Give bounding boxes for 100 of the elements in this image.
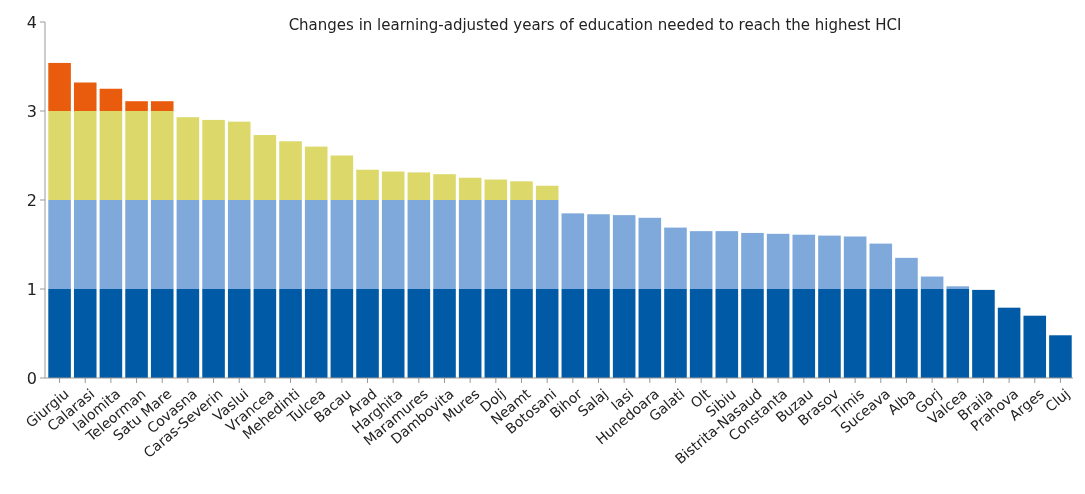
bar — [766, 289, 790, 378]
bar — [664, 289, 687, 378]
bar — [1049, 335, 1072, 378]
bar — [715, 231, 739, 289]
bar — [279, 141, 302, 200]
bar — [48, 62, 71, 111]
bar — [510, 181, 533, 200]
bar — [561, 289, 585, 378]
bar — [535, 185, 559, 200]
bar — [458, 200, 482, 289]
bar — [843, 236, 867, 289]
bar — [99, 111, 123, 200]
bar — [535, 200, 559, 289]
y-tick-label: 0 — [26, 368, 37, 388]
bar — [895, 289, 918, 378]
bar — [356, 289, 379, 378]
bar — [150, 200, 174, 289]
bar — [99, 88, 123, 111]
bar — [587, 214, 610, 289]
bar — [741, 289, 764, 378]
bar — [150, 111, 174, 200]
bar — [407, 289, 431, 378]
bar — [689, 289, 713, 378]
bar — [920, 276, 944, 289]
bar — [433, 174, 456, 200]
bar — [73, 289, 97, 378]
bar — [304, 200, 328, 289]
y-tick-label: 1 — [26, 279, 37, 299]
bar — [433, 200, 456, 289]
bar — [99, 200, 123, 289]
bar — [150, 101, 174, 111]
bar — [176, 289, 200, 378]
bar — [484, 200, 508, 289]
bar — [227, 121, 251, 200]
bar — [330, 289, 354, 378]
bar — [125, 289, 148, 378]
bar — [843, 289, 867, 378]
bar — [330, 155, 354, 200]
bar — [253, 135, 277, 200]
bar — [638, 217, 662, 289]
bar — [612, 215, 636, 289]
bar — [664, 227, 687, 289]
bar — [458, 289, 482, 378]
bar — [125, 200, 148, 289]
bar — [997, 307, 1021, 378]
bar — [48, 200, 71, 289]
bar — [972, 289, 995, 378]
bar — [381, 289, 405, 378]
bar — [818, 235, 841, 289]
bar — [304, 289, 328, 378]
y-tick-label: 2 — [26, 190, 37, 210]
bar — [946, 289, 970, 378]
bar — [253, 289, 277, 378]
bar — [715, 289, 739, 378]
bar — [48, 111, 71, 200]
bar — [587, 289, 610, 378]
bar — [125, 111, 148, 200]
bar — [638, 289, 662, 378]
bar — [869, 243, 893, 289]
bar — [510, 289, 533, 378]
bar — [818, 289, 841, 378]
bar — [48, 289, 71, 378]
y-tick-label: 4 — [26, 12, 37, 32]
bar — [869, 289, 893, 378]
bar — [792, 234, 816, 289]
bar — [202, 200, 225, 289]
bar — [1023, 315, 1047, 378]
bar — [176, 117, 200, 200]
bar — [741, 232, 764, 289]
y-tick-label: 3 — [26, 101, 37, 121]
bar — [484, 289, 508, 378]
bar — [920, 289, 944, 378]
bar — [330, 200, 354, 289]
bar — [946, 286, 970, 289]
bar — [510, 200, 533, 289]
bar — [202, 119, 225, 200]
bar — [792, 289, 816, 378]
bar — [612, 289, 636, 378]
bar — [202, 289, 225, 378]
bar — [176, 200, 200, 289]
bar — [381, 171, 405, 200]
bar — [689, 231, 713, 289]
bar — [381, 200, 405, 289]
bar — [279, 200, 302, 289]
bar — [73, 82, 97, 111]
bar — [356, 169, 379, 200]
bar — [99, 289, 123, 378]
bar — [561, 213, 585, 289]
bar — [535, 289, 559, 378]
bar — [895, 257, 918, 289]
bar — [279, 289, 302, 378]
bar — [766, 233, 790, 289]
bar — [73, 111, 97, 200]
bar — [356, 200, 379, 289]
bar — [304, 146, 328, 200]
bar — [125, 101, 148, 111]
bar — [407, 172, 431, 200]
bar — [407, 200, 431, 289]
bar — [433, 289, 456, 378]
bar — [150, 289, 174, 378]
